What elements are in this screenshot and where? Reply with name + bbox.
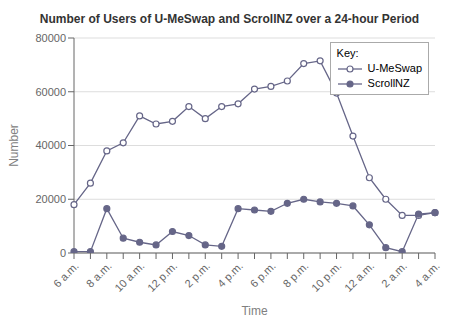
svg-text:12 a.m.: 12 a.m. bbox=[342, 259, 376, 293]
svg-text:2 p.m.: 2 p.m. bbox=[182, 259, 212, 289]
svg-text:20000: 20000 bbox=[35, 193, 66, 205]
svg-text:Number: Number bbox=[8, 124, 21, 167]
svg-text:4 p.m.: 4 p.m. bbox=[215, 259, 245, 289]
html-text:Key:: Key: bbox=[336, 47, 359, 59]
svg-text:10 a.m.: 10 a.m. bbox=[112, 259, 146, 293]
svg-text:8 p.m.: 8 p.m. bbox=[281, 259, 311, 289]
svg-text:Time: Time bbox=[241, 304, 268, 318]
svg-text:0: 0 bbox=[60, 247, 66, 259]
svg-text:8 a.m.: 8 a.m. bbox=[84, 259, 114, 289]
svg-text:80000: 80000 bbox=[35, 32, 66, 44]
svg-text:2 a.m.: 2 a.m. bbox=[379, 259, 409, 289]
svg-text:6 p.m.: 6 p.m. bbox=[248, 259, 278, 289]
svg-text:10 p.m.: 10 p.m. bbox=[309, 259, 343, 293]
html-text:U-MeSwap: U-MeSwap bbox=[367, 62, 422, 74]
html-text:Number of Users of U-MeSwap an: Number of Users of U-MeSwap and ScrollNZ… bbox=[39, 12, 420, 26]
svg-text:60000: 60000 bbox=[35, 86, 66, 98]
svg-text:12 p.m.: 12 p.m. bbox=[145, 259, 179, 293]
svg-text:4 a.m.: 4 a.m. bbox=[412, 259, 442, 289]
svg-text:40000: 40000 bbox=[35, 139, 66, 151]
svg-text:6 a.m.: 6 a.m. bbox=[51, 259, 81, 289]
html-text:ScrollNZ: ScrollNZ bbox=[367, 77, 410, 89]
